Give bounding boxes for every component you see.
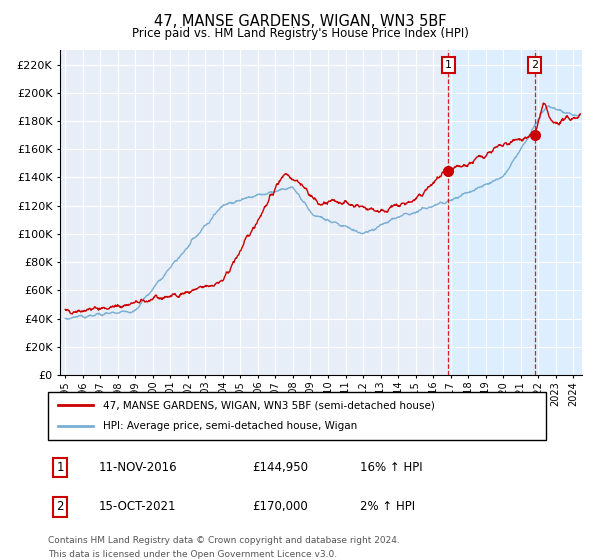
Text: 1: 1 bbox=[445, 60, 452, 70]
Text: This data is licensed under the Open Government Licence v3.0.: This data is licensed under the Open Gov… bbox=[48, 550, 337, 559]
Text: HPI: Average price, semi-detached house, Wigan: HPI: Average price, semi-detached house,… bbox=[103, 421, 357, 431]
Text: 11-NOV-2016: 11-NOV-2016 bbox=[99, 461, 178, 474]
Text: Contains HM Land Registry data © Crown copyright and database right 2024.: Contains HM Land Registry data © Crown c… bbox=[48, 536, 400, 545]
Text: 2: 2 bbox=[531, 60, 538, 70]
FancyBboxPatch shape bbox=[48, 392, 546, 440]
Text: 2: 2 bbox=[56, 500, 64, 514]
Bar bbox=[448, 50, 582, 375]
Text: £144,950: £144,950 bbox=[252, 461, 308, 474]
Text: 16% ↑ HPI: 16% ↑ HPI bbox=[360, 461, 422, 474]
Text: 2% ↑ HPI: 2% ↑ HPI bbox=[360, 500, 415, 514]
Text: 47, MANSE GARDENS, WIGAN, WN3 5BF (semi-detached house): 47, MANSE GARDENS, WIGAN, WN3 5BF (semi-… bbox=[103, 400, 434, 410]
Text: Price paid vs. HM Land Registry's House Price Index (HPI): Price paid vs. HM Land Registry's House … bbox=[131, 27, 469, 40]
Text: 47, MANSE GARDENS, WIGAN, WN3 5BF: 47, MANSE GARDENS, WIGAN, WN3 5BF bbox=[154, 14, 446, 29]
Text: 1: 1 bbox=[56, 461, 64, 474]
Text: £170,000: £170,000 bbox=[252, 500, 308, 514]
Text: 15-OCT-2021: 15-OCT-2021 bbox=[99, 500, 176, 514]
